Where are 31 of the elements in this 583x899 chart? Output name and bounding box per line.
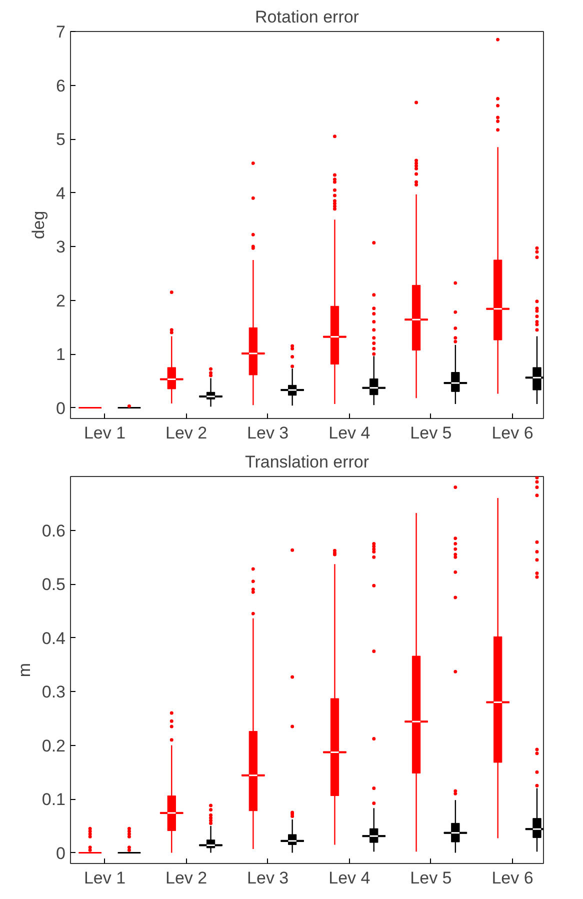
x-tick-label: Lev 3 (247, 424, 289, 442)
x-tick-label: Lev 5 (410, 424, 452, 442)
y-tick-label: 6 (56, 76, 66, 96)
x-tick-label: Lev 3 (247, 868, 289, 888)
y-tick-label: 3 (56, 238, 66, 256)
y-tick-label: 0.4 (42, 628, 66, 648)
x-tick-label: Lev 6 (492, 424, 534, 442)
y-tick-label: 0.3 (42, 682, 66, 702)
y-tick-label: 2 (56, 291, 66, 310)
y-tick-label: 4 (56, 184, 66, 203)
x-tick-label: Lev 1 (84, 868, 126, 888)
chart-title: Translation error (244, 452, 370, 472)
y-tick-label: 0 (56, 398, 66, 418)
chart-title: Rotation error (255, 8, 360, 26)
y-tick-label: 5 (56, 130, 66, 149)
x-tick-label: Lev 5 (410, 868, 452, 888)
y-tick-label: 0.5 (42, 575, 66, 594)
y-tick-label: 0.1 (42, 790, 66, 809)
y-tick-label: 0 (56, 844, 66, 863)
y-axis-title: deg (29, 210, 48, 240)
y-axis-title: m (14, 662, 34, 678)
x-tick-label: Lev 4 (328, 868, 370, 888)
y-tick-label: 0.2 (42, 736, 66, 756)
x-tick-label: Lev 2 (166, 868, 208, 888)
y-tick-label: 7 (56, 22, 66, 42)
x-tick-label: Lev 1 (84, 424, 126, 442)
x-tick-label: Lev 6 (492, 868, 534, 888)
x-tick-label: Lev 4 (328, 424, 370, 442)
y-tick-label: 0.6 (42, 521, 66, 540)
x-tick-label: Lev 2 (166, 424, 208, 442)
y-tick-label: 1 (56, 345, 66, 364)
